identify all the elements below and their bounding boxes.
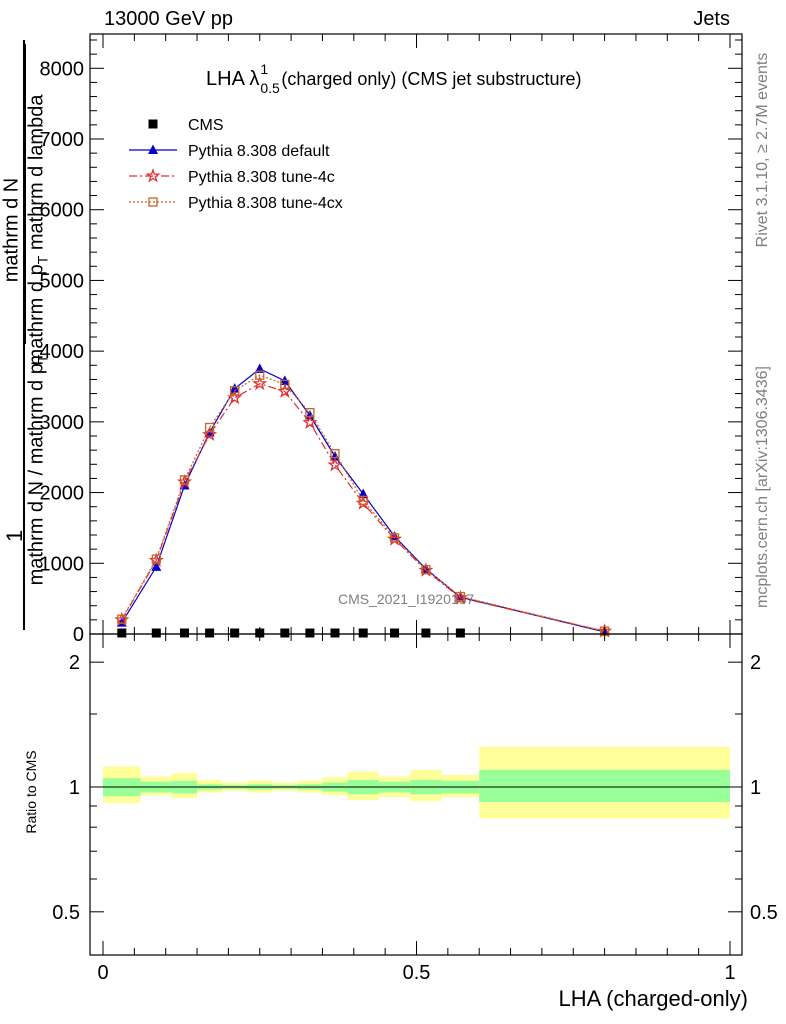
ratio-y-tick-label: 2 xyxy=(69,652,80,674)
open-square-marker xyxy=(230,386,240,396)
star-marker xyxy=(302,414,318,430)
tick-labels: 0 1000 2000 3000 4000 5000 6000 7000 8000 0 0.5 1 0.… xyxy=(40,58,778,984)
open-square-marker xyxy=(358,495,368,506)
open-square-marker xyxy=(117,614,127,624)
series-line xyxy=(121,383,605,632)
process-label: Jets xyxy=(693,8,730,30)
triangle-marker xyxy=(254,363,265,373)
ratio-bands xyxy=(103,746,730,819)
legend-label: Pythia 8.308 default xyxy=(188,143,330,160)
cms-marker xyxy=(305,628,315,638)
cms-marker xyxy=(280,628,290,638)
triangle-marker xyxy=(151,561,162,571)
beam-label: 13000 GeV pp xyxy=(104,8,233,30)
open-square-marker xyxy=(280,379,290,390)
main-series xyxy=(114,363,613,638)
watermark: CMS_2021_I1920187 xyxy=(338,591,475,607)
cms-marker xyxy=(390,628,400,638)
legend: CMS Pythia 8.308 default Pythia 8.308 tune… xyxy=(129,117,343,212)
series-pythia-8-308-tune-4c xyxy=(114,375,613,638)
ratio-y-tick-label-right: 0.5 xyxy=(750,902,778,924)
star-marker xyxy=(277,383,293,398)
legend-entry: Pythia 8.308 tune-4c xyxy=(129,168,335,186)
series-pythia-8-308-default xyxy=(116,363,610,636)
x-tick-label: 1 xyxy=(724,962,735,984)
legend-entry: Pythia 8.308 tune-4cx xyxy=(129,195,343,212)
cms-marker xyxy=(358,628,368,638)
cms-marker xyxy=(205,628,215,638)
ratio-y-tick-label-right: 2 xyxy=(750,652,761,674)
y-tick-label: 8000 xyxy=(40,58,85,80)
plot-title: LHA λ 1 0.5 (charged only) (CMS jet substru… xyxy=(206,61,582,96)
star-marker xyxy=(145,168,161,183)
triangle-marker xyxy=(389,530,400,541)
open-square-marker xyxy=(179,475,190,485)
legend-label: CMS xyxy=(188,117,224,134)
cms-marker xyxy=(230,628,240,638)
ratio-y-tick-label: 0.5 xyxy=(52,902,80,924)
y-axis-label: 1 mathrm d N / mathrm d pT mathrm d N ma… xyxy=(1,40,70,630)
cms-marker xyxy=(117,628,127,638)
cms-marker xyxy=(151,628,161,638)
star-marker xyxy=(252,375,268,391)
cms-marker xyxy=(455,628,465,638)
open-square-marker xyxy=(421,565,431,575)
title-sup: 1 xyxy=(260,61,269,77)
open-square-marker xyxy=(255,370,265,380)
triangle-marker xyxy=(358,488,369,498)
open-square-marker xyxy=(389,533,400,543)
triangle-marker xyxy=(148,144,158,154)
ratio-band-inner xyxy=(479,769,730,803)
y-tick-label: 3000 xyxy=(40,412,85,434)
cms-marker xyxy=(330,628,340,638)
open-square-marker xyxy=(455,591,466,602)
open-square-marker xyxy=(148,197,158,207)
legend-entry: Pythia 8.308 default xyxy=(129,143,330,160)
open-square-marker xyxy=(151,554,161,564)
triangle-marker xyxy=(229,383,240,393)
y-tick-label: 7000 xyxy=(40,129,85,151)
y-tick-label: 6000 xyxy=(40,200,85,222)
cms-marker xyxy=(148,119,158,129)
x-axis-label: LHA (charged-only) xyxy=(558,986,748,1011)
open-square-marker xyxy=(204,422,215,433)
y-tick-label: 0 xyxy=(73,624,84,646)
y-inner-bar xyxy=(24,44,26,344)
legend-label: Pythia 8.308 tune-4c xyxy=(188,169,335,186)
series-pythia-8-308-tune-4cx xyxy=(117,370,610,636)
y-tick-label: 1000 xyxy=(40,553,85,575)
cms-marker xyxy=(180,628,190,638)
axes xyxy=(89,33,743,956)
x-tick-label: 0 xyxy=(97,962,108,984)
open-square-marker xyxy=(305,408,315,418)
star-marker xyxy=(327,457,343,472)
title-main: LHA λ xyxy=(206,68,260,90)
y-tick-label: 2000 xyxy=(40,483,85,505)
star-marker xyxy=(227,389,243,405)
title-sub: 0.5 xyxy=(260,80,280,96)
star-marker xyxy=(201,426,218,442)
ratio-y-tick-label-right: 1 xyxy=(750,777,761,799)
series-line xyxy=(121,374,605,632)
ratio-y-tick-label: 1 xyxy=(69,777,80,799)
title-rest: (charged only) (CMS jet substructure) xyxy=(281,69,582,89)
legend-label: Pythia 8.308 tune-4cx xyxy=(188,195,343,212)
y-tick-label: 4000 xyxy=(40,341,85,363)
y-tick-label: 5000 xyxy=(40,270,85,292)
cms-marker xyxy=(421,628,431,638)
open-square-marker xyxy=(330,449,340,459)
x-tick-label: 0.5 xyxy=(403,962,431,984)
legend-entry: CMS xyxy=(148,117,224,134)
